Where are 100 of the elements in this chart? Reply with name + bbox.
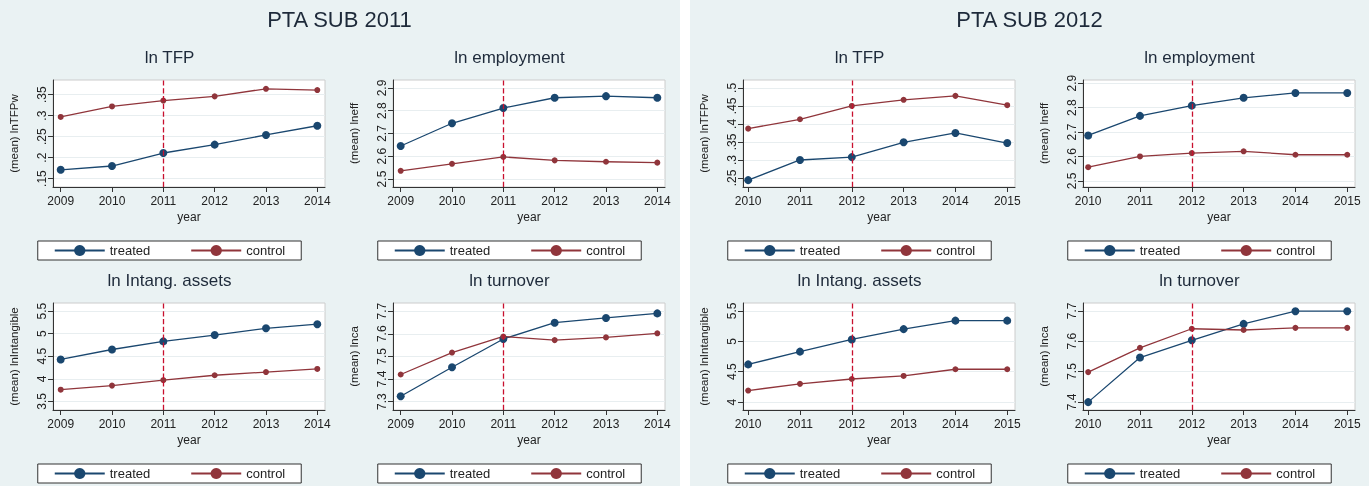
x-tick-label: 2013 bbox=[252, 194, 280, 208]
x-axis-title: year bbox=[867, 210, 891, 224]
y-tick-label: 3.5 bbox=[35, 392, 49, 410]
point bbox=[900, 372, 907, 379]
point bbox=[899, 138, 908, 147]
y-tick-label: 5.5 bbox=[725, 302, 739, 320]
point bbox=[57, 113, 64, 120]
point bbox=[551, 157, 558, 164]
x-axis-title: year bbox=[517, 433, 541, 447]
x-tick-label: 2014 bbox=[643, 194, 671, 208]
y-tick-label: 2.6 bbox=[375, 147, 389, 165]
x-tick-label: 2011 bbox=[787, 417, 814, 431]
point bbox=[56, 355, 65, 364]
x-tick-label: 2011 bbox=[150, 194, 177, 208]
point bbox=[396, 392, 405, 401]
x-tick-label: 2013 bbox=[252, 417, 280, 431]
x-tick-label: 2014 bbox=[942, 417, 970, 431]
x-tick-label: 2011 bbox=[787, 194, 814, 208]
point bbox=[57, 386, 64, 393]
point bbox=[262, 85, 269, 92]
x-tick-label: 2011 bbox=[1127, 194, 1154, 208]
point bbox=[109, 382, 116, 389]
point bbox=[952, 366, 959, 373]
y-tick-label: .15 bbox=[35, 169, 49, 187]
x-tick-label: 2010 bbox=[438, 194, 466, 208]
point bbox=[601, 92, 610, 101]
point bbox=[601, 313, 610, 322]
point bbox=[951, 128, 960, 137]
y-axis-title: (mean) lnTFPw bbox=[698, 93, 710, 173]
y-tick-label: 2.8 bbox=[375, 102, 389, 120]
x-axis-title: year bbox=[1207, 210, 1231, 224]
y-tick-label: 4 bbox=[725, 398, 739, 406]
point bbox=[262, 369, 269, 376]
x-tick-label: 2011 bbox=[150, 417, 177, 431]
point bbox=[744, 360, 753, 369]
x-tick-label: 2012 bbox=[1178, 194, 1206, 208]
point bbox=[797, 380, 803, 387]
y-tick-label: 4 bbox=[35, 375, 49, 383]
x-tick-label: 2014 bbox=[1282, 194, 1310, 208]
x-tick-label: 2015 bbox=[993, 417, 1021, 431]
legend-label: treated bbox=[449, 243, 491, 258]
y-axis-title: (mean) lnca bbox=[1038, 325, 1050, 387]
legend-label: control bbox=[586, 466, 626, 481]
chart-title: ln Intang. assets bbox=[107, 271, 232, 290]
point bbox=[797, 116, 803, 123]
point bbox=[449, 349, 456, 356]
legend-label: treated bbox=[799, 243, 841, 258]
x-tick-label: 2010 bbox=[438, 417, 466, 431]
point bbox=[1084, 398, 1093, 407]
x-tick-label: 2015 bbox=[993, 194, 1021, 208]
y-tick-label: 7.4 bbox=[1065, 393, 1079, 411]
x-tick-label: 2009 bbox=[47, 194, 75, 208]
x-tick-label: 2013 bbox=[890, 417, 918, 431]
text: PTA SUB 2011 bbox=[266, 6, 413, 34]
x-axis-title: year bbox=[177, 210, 201, 224]
chart-title: ln Intang. assets bbox=[797, 271, 922, 290]
legend-label: control bbox=[586, 243, 626, 258]
point bbox=[653, 93, 662, 102]
x-tick-label: 2012 bbox=[1178, 417, 1206, 431]
x-tick-label: 2012 bbox=[541, 417, 569, 431]
y-tick-label: .5 bbox=[725, 82, 739, 93]
x-axis-title: year bbox=[517, 210, 541, 224]
y-axis-title: (mean) lnIntangible bbox=[8, 307, 20, 406]
y-axis-title: (mean) lnca bbox=[348, 325, 360, 387]
legend-label: control bbox=[936, 466, 976, 481]
y-tick-label: .25 bbox=[35, 127, 49, 145]
point bbox=[108, 162, 117, 171]
x-tick-label: 2011 bbox=[490, 194, 517, 208]
point bbox=[313, 121, 322, 130]
point bbox=[1137, 153, 1143, 160]
x-tick-label: 2013 bbox=[1230, 417, 1258, 431]
y-tick-label: 4.5 bbox=[725, 363, 739, 381]
point bbox=[1240, 148, 1247, 155]
y-axis-title: (mean) lneff bbox=[1038, 102, 1050, 165]
y-tick-label: 5 bbox=[35, 330, 49, 338]
point bbox=[1240, 326, 1247, 333]
x-tick-label: 2012 bbox=[838, 417, 866, 431]
y-tick-label: .25 bbox=[725, 169, 739, 187]
chart-title: ln employment bbox=[1144, 48, 1256, 67]
chart-title: ln TFP bbox=[144, 48, 195, 67]
x-tick-label: 2014 bbox=[643, 417, 671, 431]
x-axis-title: year bbox=[1207, 433, 1231, 447]
x-tick-label: 2012 bbox=[541, 194, 569, 208]
point bbox=[313, 320, 322, 329]
y-tick-label: 4.5 bbox=[35, 347, 49, 365]
point bbox=[900, 96, 907, 103]
y-axis-title: (mean) lneff bbox=[348, 102, 360, 165]
y-axis-title: (mean) lnTFPw bbox=[8, 93, 20, 173]
point bbox=[951, 316, 960, 325]
x-axis-title: year bbox=[177, 433, 201, 447]
point bbox=[261, 130, 270, 139]
x-tick-label: 2010 bbox=[734, 417, 762, 431]
point bbox=[1003, 316, 1012, 325]
point bbox=[1136, 353, 1144, 362]
point bbox=[1004, 102, 1011, 109]
chart-title: ln employment bbox=[454, 48, 566, 67]
point bbox=[448, 363, 457, 372]
x-tick-label: 2012 bbox=[201, 194, 229, 208]
x-tick-label: 2010 bbox=[1074, 417, 1102, 431]
y-tick-label: .4 bbox=[725, 118, 739, 129]
